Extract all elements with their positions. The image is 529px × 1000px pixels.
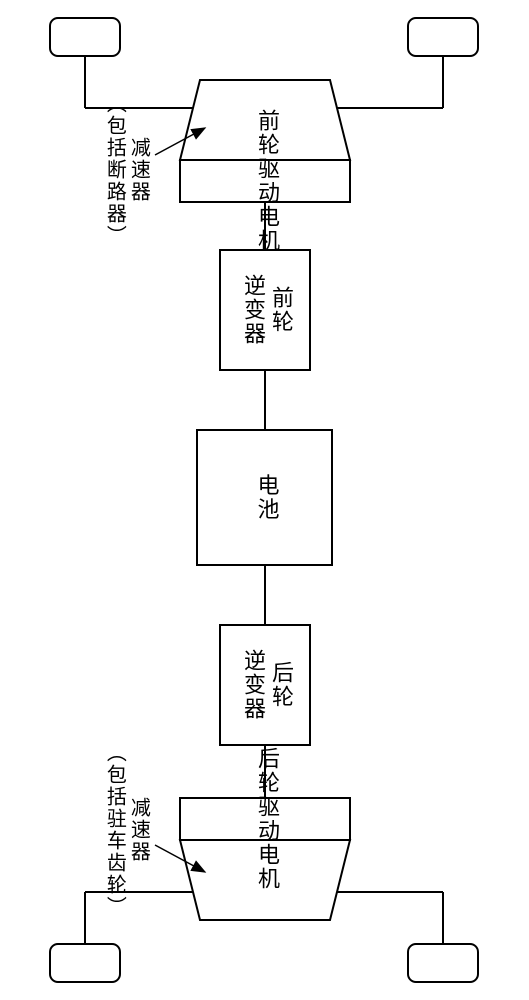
front-annotation-line2: （包括断路器） [103,93,126,247]
wheel-front-right [408,18,478,56]
rear-inverter-label-line2: 逆变器 [241,649,266,721]
rear-annotation-line1: 减速器 [127,797,150,863]
battery-label: 电池 [254,474,279,522]
front-annotation-line1: 减速器 [127,137,150,203]
wheel-rear-right [408,944,478,982]
rear-motor-label: 后轮驱动电机 [255,747,280,891]
rear-inverter-label-line1: 后轮 [269,661,294,709]
front-inverter-label-line1: 前轮 [269,286,294,334]
front-motor-label: 前轮驱动电机 [255,109,280,253]
rear-annotation-line2: （包括驻车齿轮） [103,742,126,918]
front-inverter-label-line2: 逆变器 [241,274,266,346]
wheel-front-left [50,18,120,56]
wheel-rear-left [50,944,120,982]
